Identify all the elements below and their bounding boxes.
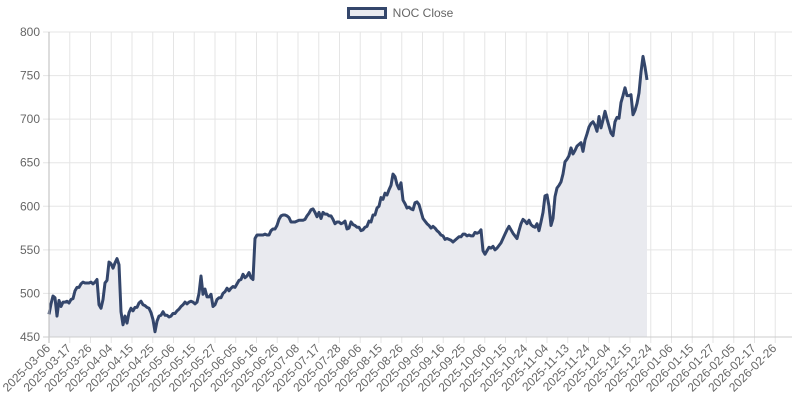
chart-legend: NOC Close <box>0 6 800 20</box>
legend-swatch[interactable] <box>346 7 387 19</box>
series-area-fill <box>49 56 647 338</box>
y-tick-label: 550 <box>20 243 40 257</box>
y-tick-label: 450 <box>20 330 40 344</box>
x-axis-ticks: 2025-03-062025-03-172025-03-262025-04-04… <box>0 341 780 395</box>
y-tick-label: 700 <box>20 112 40 126</box>
y-tick-label: 800 <box>20 25 40 39</box>
y-tick-label: 600 <box>20 199 40 213</box>
y-tick-label: 750 <box>20 69 40 83</box>
legend-label: NOC Close <box>392 6 454 20</box>
series-line <box>47 54 649 334</box>
y-tick-label: 500 <box>20 286 40 300</box>
y-tick-label: 650 <box>20 156 40 170</box>
y-axis-ticks: 450 500 550 600 650 700 750 800 <box>20 25 40 344</box>
